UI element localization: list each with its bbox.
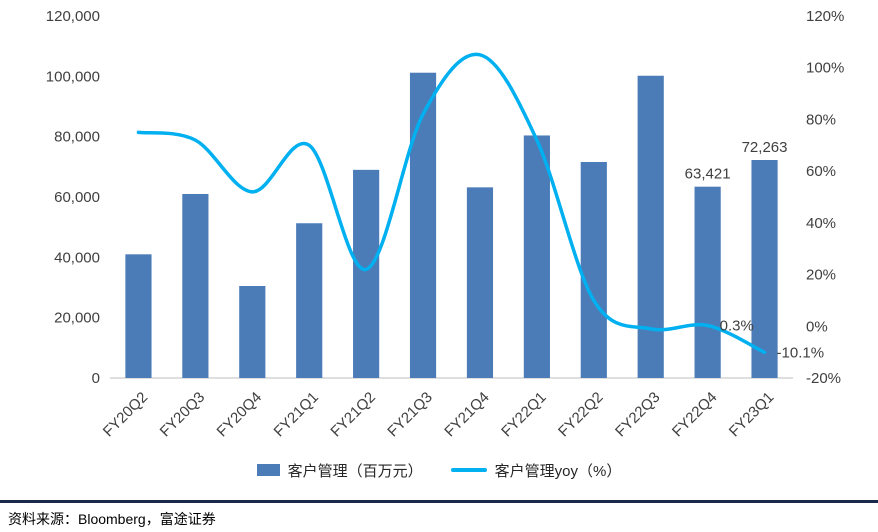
bar-FY20Q2	[125, 254, 152, 378]
bar-FY20Q3	[182, 193, 209, 378]
right-axis-tick: 20%	[806, 267, 836, 284]
bar-FY21Q1	[296, 223, 323, 378]
bar-value-label: 72,263	[742, 139, 788, 156]
yoy-line	[136, 52, 767, 355]
x-axis-label-FY21Q1: FY21Q1	[271, 389, 323, 441]
source-footer: 资料来源：Bloomberg，富途证券	[0, 500, 878, 529]
x-axis-label-FY20Q3: FY20Q3	[157, 389, 209, 441]
right-axis-tick: 100%	[806, 60, 844, 77]
bar-FY23Q1	[751, 160, 778, 378]
x-axis-label-FY22Q2: FY22Q2	[555, 389, 607, 441]
bar-FY22Q4	[694, 186, 721, 378]
bar-legend-swatch	[256, 464, 280, 476]
line-value-label: -10.1%	[777, 344, 825, 361]
x-axis-label-FY22Q4: FY22Q4	[669, 389, 721, 441]
x-axis-label-FY21Q3: FY21Q3	[384, 389, 436, 441]
bar-FY22Q2	[580, 162, 607, 378]
legend-bar-label: 客户管理（百万元）	[287, 462, 423, 480]
legend-item-line: 客户管理yoy（%）	[450, 460, 622, 481]
left-axis-tick: 100,000	[46, 68, 100, 85]
right-axis-tick: 80%	[806, 111, 836, 128]
x-axis-label-FY21Q2: FY21Q2	[327, 389, 379, 441]
x-axis-label-FY22Q3: FY22Q3	[612, 389, 664, 441]
left-axis-tick: 40,000	[54, 249, 100, 266]
bar-FY20Q4	[239, 285, 266, 378]
line-value-label: 0.3%	[720, 318, 754, 335]
x-axis-label-FY23Q1: FY23Q1	[726, 389, 778, 441]
x-axis-label-FY21Q4: FY21Q4	[441, 389, 493, 441]
right-axis-tick: 60%	[806, 163, 836, 180]
x-axis-label-FY22Q1: FY22Q1	[498, 389, 550, 441]
bar-FY21Q2	[353, 169, 380, 378]
line-legend-swatch	[450, 468, 487, 472]
source-text: 资料来源：Bloomberg，富途证券	[8, 511, 216, 527]
bar-FY21Q3	[409, 72, 437, 379]
legend-item-bar: 客户管理（百万元）	[256, 460, 423, 481]
bar-FY21Q4	[466, 187, 494, 378]
x-axis-label-FY20Q4: FY20Q4	[214, 389, 266, 441]
combo-chart: 120,000 100,000 80,000 60,000 40,000 20,000 0 1…	[46, 8, 845, 441]
left-axis-tick: 60,000	[54, 189, 100, 206]
right-axis-tick: 0%	[806, 318, 828, 335]
bar-FY22Q3	[637, 75, 664, 378]
left-axis-tick: 120,000	[46, 8, 100, 25]
right-axis-tick: 40%	[806, 215, 836, 232]
left-axis-tick: 0	[92, 370, 100, 387]
legend-line-label: 客户管理yoy（%）	[494, 462, 622, 480]
x-axis-label-FY20Q2: FY20Q2	[100, 389, 152, 441]
chart-legend: 客户管理（百万元） 客户管理yoy（%）	[0, 452, 878, 488]
right-axis-tick: -20%	[806, 370, 841, 387]
right-axis-tick: 120%	[806, 8, 844, 25]
bar-FY22Q1	[523, 135, 550, 378]
left-axis-tick: 20,000	[54, 310, 100, 327]
bar-value-label: 63,421	[685, 166, 731, 183]
footer-divider	[0, 500, 878, 503]
left-axis-tick: 80,000	[54, 129, 100, 146]
